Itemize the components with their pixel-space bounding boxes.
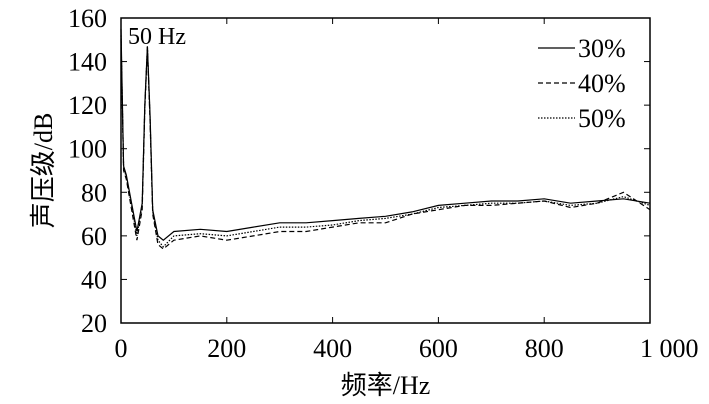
y-tick-label: 80 [81, 178, 107, 207]
legend-label-1: 30% [578, 34, 626, 63]
x-tick-label: 800 [525, 334, 564, 363]
y-tick-label: 120 [68, 91, 107, 120]
y-tick-label: 160 [68, 4, 107, 33]
x-tick-label: 600 [419, 334, 458, 363]
series-line-3 [120, 35, 651, 248]
x-tick-label: 0 [115, 334, 128, 363]
y-axis-label: 声压级/dB [29, 113, 58, 229]
y-tick-label: 100 [68, 135, 107, 164]
series-line-1 [120, 28, 651, 241]
legend-label-2: 40% [578, 69, 626, 98]
y-tick-label: 140 [68, 48, 107, 77]
x-tick-label: 1 000 [640, 334, 699, 363]
series-line-2 [120, 39, 651, 250]
series-layer [120, 28, 651, 250]
x-tick-label: 200 [207, 334, 246, 363]
x-axis-label: 频率/Hz [341, 371, 431, 400]
plot-frame [120, 17, 651, 324]
legend: 30% 40% 50% [538, 34, 626, 133]
y-tick-label: 20 [81, 309, 107, 338]
y-tick-label: 40 [81, 265, 107, 294]
x-tick-label: 400 [313, 334, 352, 363]
legend-label-3: 50% [578, 104, 626, 133]
ticks-layer: 0 200 400 600 800 1 000 20 40 60 80 100 120 140 160 [68, 4, 699, 363]
y-tick-label: 60 [81, 222, 107, 251]
annotation-50hz: 50 Hz [128, 24, 186, 50]
